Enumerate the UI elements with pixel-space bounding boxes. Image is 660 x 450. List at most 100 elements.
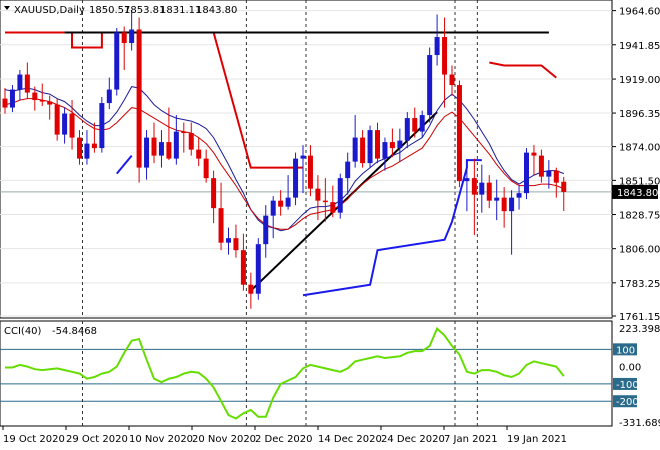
candle-body — [531, 152, 537, 156]
candle-body — [158, 142, 164, 156]
candle-body — [546, 170, 552, 177]
candle-body — [233, 238, 239, 251]
candle-body — [561, 181, 567, 192]
price-panel[interactable] — [0, 0, 613, 319]
price-tick-label: 1941.85 — [619, 41, 660, 52]
cci-title: CCI(40) — [4, 326, 42, 337]
cci-series-line — [5, 326, 565, 420]
ohlc-low: 1831.11 — [160, 5, 201, 16]
cci-value: -54.8468 — [52, 326, 97, 337]
price-bands — [5, 31, 557, 297]
time-axis-label: 19 Jan 2021 — [507, 434, 567, 445]
ohlc-open: 1850.57 — [89, 5, 130, 16]
candles — [2, 10, 567, 309]
cci-axis[interactable]: 223.3982 100 0.00 -100 -200 -331.6894 — [613, 324, 660, 429]
candle-body — [456, 85, 462, 182]
candle-body — [39, 100, 45, 102]
title-dropdown-icon[interactable] — [4, 6, 10, 10]
candle-body — [263, 215, 269, 245]
candle-body — [17, 74, 23, 90]
candle-body — [2, 98, 8, 108]
candle-body — [442, 37, 448, 75]
candle-body — [524, 152, 529, 194]
candle-body — [24, 74, 30, 93]
candle-body — [300, 155, 306, 159]
candle-body — [322, 200, 328, 203]
trend-lines — [64, 31, 549, 292]
candle-body — [494, 197, 500, 201]
candle-body — [285, 197, 291, 207]
price-tick-label: 1896.35 — [619, 109, 660, 120]
candle-body — [9, 89, 15, 108]
time-axis-label: 14 Dec 2020 — [318, 434, 382, 445]
time-axis-label: 10 Nov 2020 — [129, 434, 193, 445]
candle-body — [188, 133, 194, 150]
candle-body — [181, 131, 187, 134]
candle-body — [32, 92, 38, 101]
price-tick-label: 1761.15 — [619, 312, 660, 323]
candle-body — [84, 143, 90, 159]
candle-body — [77, 137, 82, 159]
cci-panel[interactable]: CCI(40) -54.8468 — [0, 320, 613, 427]
candle-body — [419, 115, 425, 132]
time-axis-label: 2 Dec 2020 — [255, 434, 313, 445]
candle-body — [255, 244, 261, 294]
price-tick-label: 1919.00 — [619, 75, 660, 86]
candle-body — [464, 178, 470, 182]
candle-body — [62, 113, 68, 135]
cci-tick-label: 223.3982 — [619, 324, 660, 335]
price-axis[interactable]: 1964.60 1941.85 1919.00 1896.35 1874.00 1851.… — [612, 7, 660, 323]
support-trendline — [250, 111, 438, 292]
candle-body — [345, 161, 351, 179]
ma-fast-line — [4, 86, 564, 232]
cci-tick-label: -200 — [616, 397, 639, 408]
chart-title-text: XAUUSD,Daily — [14, 5, 85, 16]
cci-level-box — [613, 343, 637, 356]
candle-body — [144, 137, 150, 168]
candle-body — [360, 137, 366, 164]
cci-tick-label: -100 — [616, 380, 639, 391]
candle-body — [486, 182, 492, 201]
upper-band — [5, 31, 303, 169]
candle-body — [307, 155, 313, 189]
candle-body — [99, 103, 105, 149]
candle-body — [136, 29, 142, 168]
price-tick-label: 1828.75 — [619, 211, 660, 222]
time-axis-label: 7 Jan 2021 — [444, 434, 498, 445]
candle-body — [270, 200, 276, 216]
price-vertical-markers — [82, 0, 478, 318]
candle-body — [501, 197, 507, 212]
candle-body — [121, 32, 127, 44]
candle-body — [151, 137, 157, 156]
cci-tick-label: 0.00 — [619, 363, 641, 374]
candle-body — [129, 29, 135, 44]
candle-body — [367, 130, 373, 164]
candle-body — [471, 178, 477, 195]
candle-body — [47, 101, 53, 105]
candle-body — [553, 170, 559, 183]
candle-body — [54, 104, 60, 135]
candle-body — [203, 158, 209, 179]
candle-body — [516, 193, 522, 198]
candle-body — [106, 89, 112, 104]
candle-body — [114, 32, 120, 90]
ohlc-close: 1843.80 — [196, 5, 237, 16]
candle-body — [248, 284, 254, 294]
time-axis-label: 20 Nov 2020 — [192, 434, 256, 445]
price-tick-label: 1851.50 — [619, 176, 660, 187]
time-axis-label: 29 Oct 2020 — [66, 434, 128, 445]
candle-body — [278, 200, 284, 207]
candle-body — [412, 118, 418, 132]
candle-body — [173, 131, 179, 159]
price-tick-label: 1874.00 — [619, 143, 660, 154]
candle-body — [330, 202, 336, 213]
candle-body — [427, 55, 433, 116]
candle-body — [240, 250, 246, 285]
price-tick-label: 1806.00 — [619, 245, 660, 256]
ohlc-high: 1853.81 — [124, 5, 165, 16]
time-axis-label: 19 Oct 2020 — [3, 434, 65, 445]
candle-body — [91, 143, 97, 149]
chart-title: XAUUSD,Daily 1850.57 1853.81 1831.11 184… — [4, 5, 237, 16]
